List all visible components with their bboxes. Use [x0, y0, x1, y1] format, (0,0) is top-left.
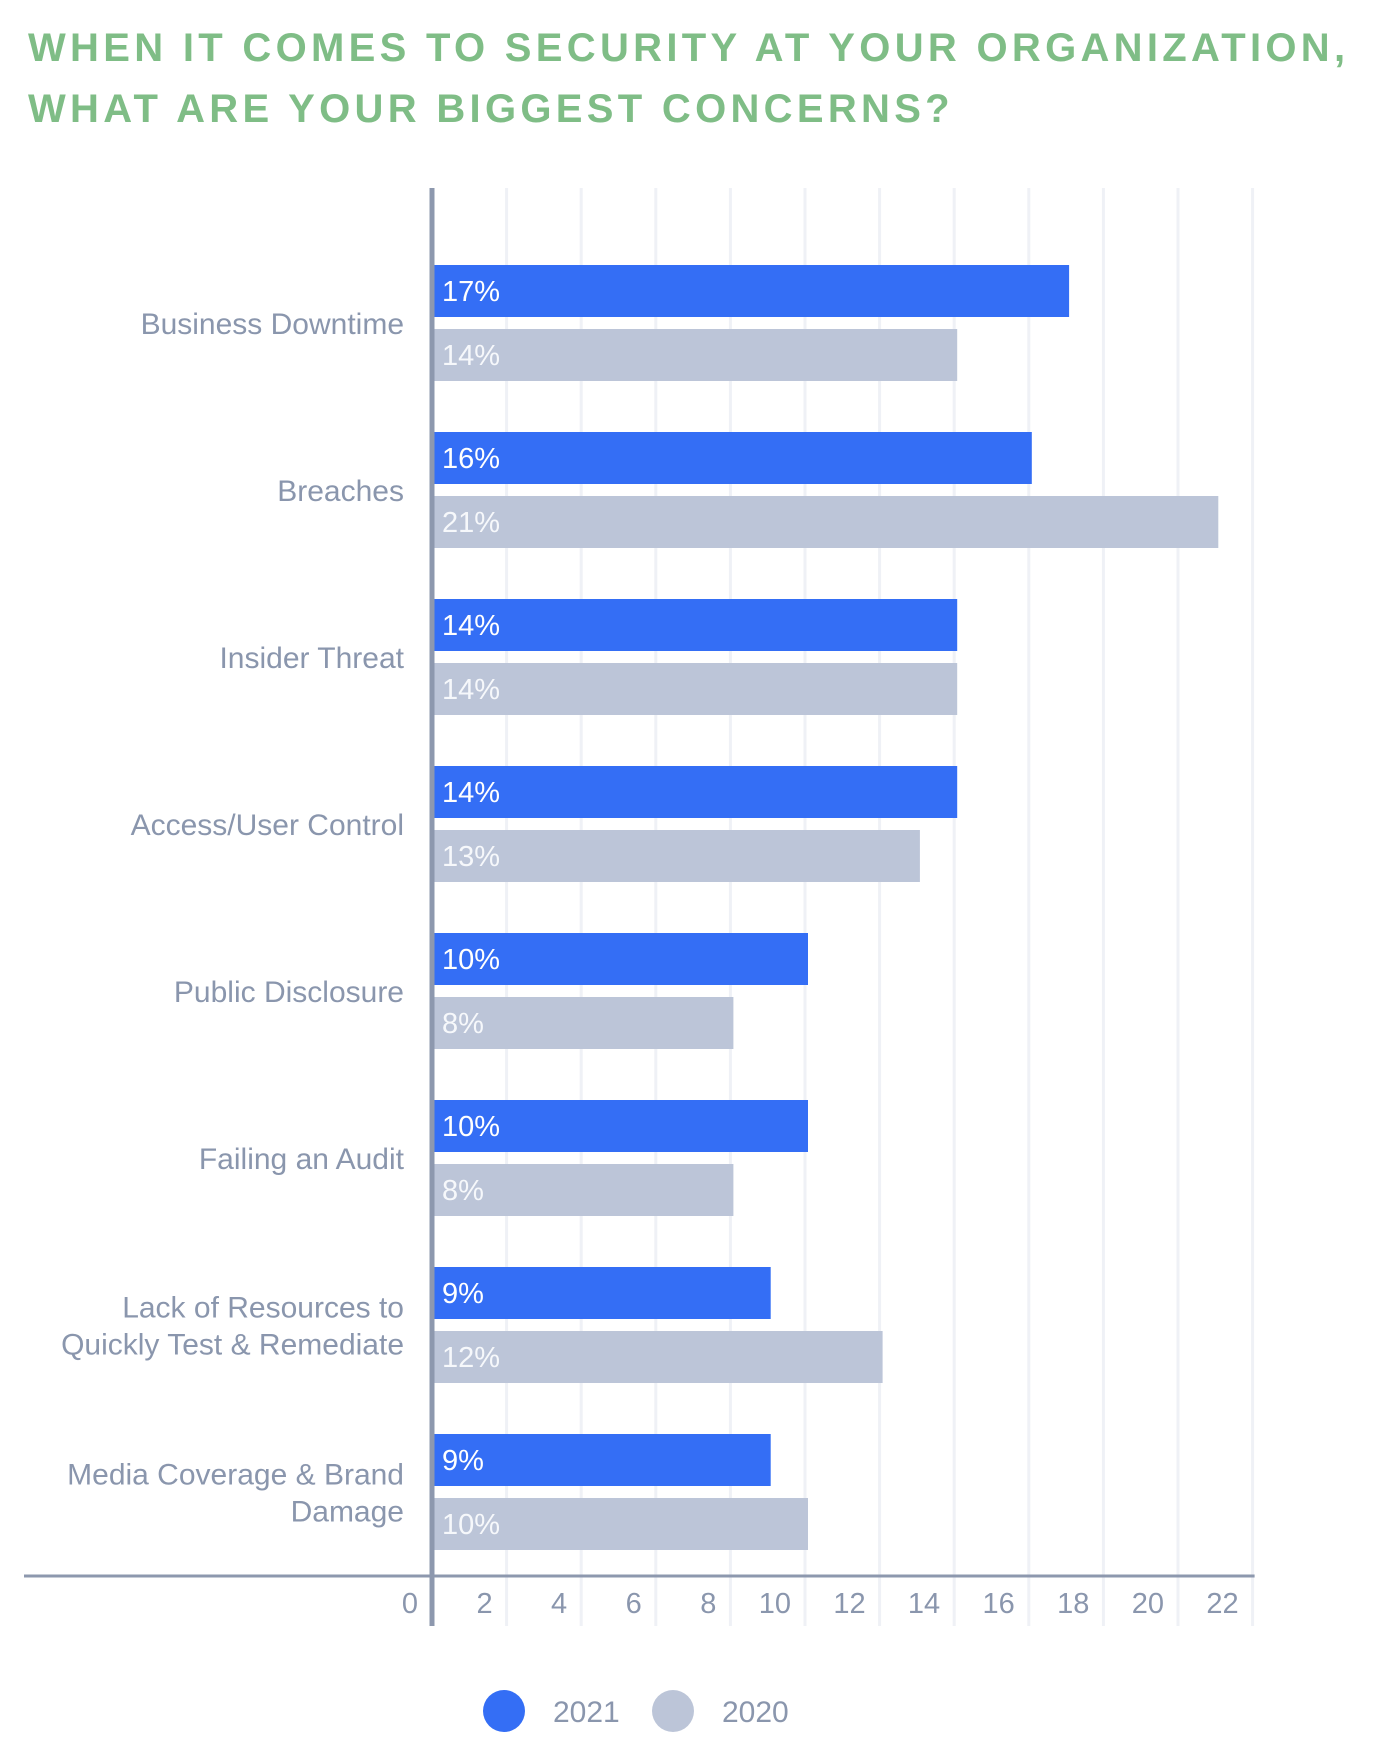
x-tick-label: 14: [908, 1588, 940, 1620]
chart-title: WHEN IT COMES TO SECURITY AT YOUR ORGANI…: [28, 18, 1349, 140]
category-label: Insider Threat: [219, 642, 404, 675]
bar-value-label: 12%: [442, 1342, 500, 1374]
bar-value-label: 9%: [442, 1445, 484, 1477]
bar-2020: [432, 496, 1219, 548]
bar-value-label: 14%: [442, 674, 500, 706]
x-tick-label: 8: [700, 1588, 716, 1620]
bars: 17% 16% 14% 14% 10% 10% 9% 9% 14% 21% 14% 13% 8% 8% 12…: [432, 265, 1219, 1550]
bar-2020: [432, 663, 958, 715]
x-tick-label: 16: [983, 1588, 1015, 1620]
gridlines: [505, 188, 1255, 1626]
legend: 2021 2020: [483, 1690, 789, 1732]
bar-value-label: 17%: [442, 276, 500, 308]
x-tick-label: 4: [551, 1588, 567, 1620]
x-tick-label: 0: [402, 1588, 418, 1620]
bar-value-label: 10%: [442, 1111, 500, 1143]
bar-2021: [432, 265, 1070, 317]
category-label: Breaches: [277, 475, 404, 508]
bar-2021: [432, 1434, 771, 1486]
category-label: Failing an Audit: [199, 1143, 405, 1176]
axes: [24, 188, 1255, 1626]
x-tick-label: 22: [1206, 1588, 1238, 1620]
x-tick-labels: 0 2 4 6 8 10 12 14 16 18 20 22: [402, 1588, 1239, 1620]
bar-value-label: 13%: [442, 841, 500, 873]
category-label: Quickly Test & Remediate: [61, 1329, 404, 1362]
chart-title-line-2: WHAT ARE YOUR BIGGEST CONCERNS?: [28, 87, 954, 131]
bar-2020: [432, 329, 958, 381]
category-label: Lack of Resources to: [122, 1292, 404, 1325]
bar-value-label: 10%: [442, 944, 500, 976]
x-tick-label: 20: [1132, 1588, 1164, 1620]
category-label: Damage: [291, 1496, 404, 1529]
x-tick-label: 12: [833, 1588, 865, 1620]
legend-label: 2020: [722, 1696, 789, 1729]
x-tick-label: 10: [759, 1588, 791, 1620]
x-tick-label: 2: [476, 1588, 492, 1620]
bar-2020: [432, 997, 734, 1049]
bar-value-label: 21%: [442, 507, 500, 539]
category-label: Access/User Control: [131, 809, 404, 842]
x-tick-label: 18: [1057, 1588, 1089, 1620]
bar-value-label: 14%: [442, 340, 500, 372]
bar-2020: [432, 830, 920, 882]
bar-2021: [432, 1267, 771, 1319]
bar-value-label: 14%: [442, 610, 500, 642]
chart-title-line-1: WHEN IT COMES TO SECURITY AT YOUR ORGANI…: [28, 26, 1350, 70]
category-label: Public Disclosure: [174, 976, 404, 1009]
legend-swatch-2020: [652, 1690, 694, 1732]
bar-2020: [432, 1498, 808, 1550]
bar-value-label: 8%: [442, 1008, 484, 1040]
bar-2021: [432, 766, 958, 818]
bar-2021: [432, 599, 958, 651]
x-tick-label: 6: [626, 1588, 642, 1620]
bar-2020: [432, 1331, 883, 1383]
category-label: Media Coverage & Brand: [67, 1459, 404, 1492]
bar-2020: [432, 1164, 734, 1216]
legend-swatch-2021: [483, 1690, 525, 1732]
legend-label: 2021: [553, 1696, 620, 1729]
category-labels: Business Downtime Breaches Insider Threat A…: [61, 308, 405, 1529]
bar-2021: [432, 1100, 808, 1152]
category-label: Business Downtime: [141, 308, 404, 341]
bar-value-label: 8%: [442, 1175, 484, 1207]
bar-value-label: 16%: [442, 443, 500, 475]
bar-2021: [432, 432, 1032, 484]
bar-2021: [432, 933, 808, 985]
bar-value-label: 10%: [442, 1509, 500, 1541]
bar-value-label: 14%: [442, 777, 500, 809]
bar-value-label: 9%: [442, 1278, 484, 1310]
